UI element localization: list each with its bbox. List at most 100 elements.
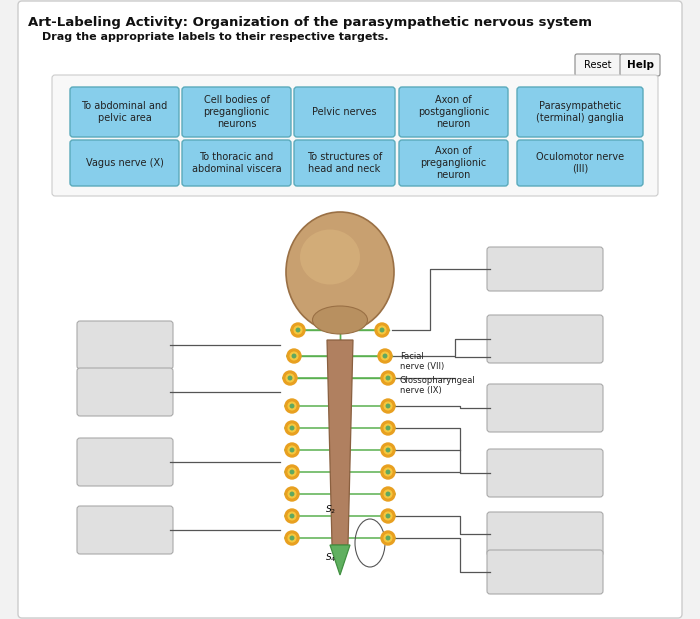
Circle shape	[384, 374, 392, 382]
Circle shape	[386, 492, 390, 496]
Circle shape	[386, 470, 390, 474]
FancyBboxPatch shape	[77, 506, 173, 554]
Ellipse shape	[300, 230, 360, 285]
Text: Pelvic nerves: Pelvic nerves	[312, 107, 377, 117]
Text: Oculomotor nerve
(III): Oculomotor nerve (III)	[536, 152, 624, 174]
Text: $S_2$: $S_2$	[325, 504, 336, 516]
Circle shape	[288, 446, 296, 454]
FancyBboxPatch shape	[58, 195, 646, 605]
FancyBboxPatch shape	[70, 140, 179, 186]
Circle shape	[386, 536, 390, 540]
Text: Axon of
preganglionic
neuron: Axon of preganglionic neuron	[421, 147, 486, 180]
FancyBboxPatch shape	[77, 321, 173, 369]
Circle shape	[381, 443, 395, 457]
Circle shape	[386, 426, 390, 430]
FancyBboxPatch shape	[517, 140, 643, 186]
FancyBboxPatch shape	[70, 87, 179, 137]
Circle shape	[381, 421, 395, 435]
Circle shape	[375, 323, 389, 337]
Circle shape	[381, 465, 395, 479]
Circle shape	[288, 376, 292, 379]
Text: To thoracic and
abdominal viscera: To thoracic and abdominal viscera	[192, 152, 281, 174]
FancyBboxPatch shape	[399, 87, 508, 137]
Circle shape	[384, 490, 392, 498]
Text: Art-Labeling Activity: Organization of the parasympathetic nervous system: Art-Labeling Activity: Organization of t…	[28, 16, 592, 29]
Circle shape	[381, 371, 395, 385]
Text: Vagus nerve (X): Vagus nerve (X)	[85, 158, 163, 168]
Text: Facial
nerve (VII): Facial nerve (VII)	[400, 352, 444, 371]
FancyBboxPatch shape	[487, 247, 603, 291]
Circle shape	[283, 371, 297, 385]
Text: Cell bodies of
preganglionic
neurons: Cell bodies of preganglionic neurons	[204, 95, 270, 129]
Circle shape	[288, 402, 296, 410]
Circle shape	[285, 509, 299, 523]
Circle shape	[290, 448, 294, 452]
Text: Drag the appropriate labels to their respective targets.: Drag the appropriate labels to their res…	[42, 32, 389, 42]
Circle shape	[285, 443, 299, 457]
Ellipse shape	[312, 306, 368, 334]
Text: Axon of
postganglionic
neuron: Axon of postganglionic neuron	[418, 95, 489, 129]
Circle shape	[380, 328, 384, 332]
Circle shape	[287, 349, 301, 363]
Circle shape	[288, 468, 296, 476]
FancyBboxPatch shape	[399, 140, 508, 186]
Circle shape	[296, 328, 300, 332]
Circle shape	[384, 424, 392, 432]
Circle shape	[384, 354, 386, 358]
Circle shape	[384, 402, 392, 410]
Circle shape	[381, 487, 395, 501]
Circle shape	[386, 448, 390, 452]
Text: To abdominal and
pelvic area: To abdominal and pelvic area	[81, 101, 167, 123]
Text: $S_4$: $S_4$	[325, 552, 337, 565]
Circle shape	[384, 468, 392, 476]
Text: Reset: Reset	[584, 60, 612, 70]
Circle shape	[291, 323, 305, 337]
Text: Parasympathetic
(terminal) ganglia: Parasympathetic (terminal) ganglia	[536, 101, 624, 123]
Circle shape	[293, 354, 295, 358]
FancyBboxPatch shape	[575, 54, 621, 76]
Circle shape	[290, 352, 298, 360]
Circle shape	[288, 534, 296, 542]
Circle shape	[288, 512, 296, 520]
Circle shape	[290, 514, 294, 517]
FancyBboxPatch shape	[487, 449, 603, 497]
Circle shape	[384, 446, 392, 454]
Circle shape	[288, 490, 296, 498]
Ellipse shape	[286, 212, 394, 332]
FancyBboxPatch shape	[487, 512, 603, 556]
Circle shape	[386, 376, 390, 379]
FancyBboxPatch shape	[487, 315, 603, 363]
Circle shape	[378, 326, 386, 334]
Circle shape	[384, 512, 392, 520]
FancyBboxPatch shape	[487, 384, 603, 432]
Circle shape	[290, 404, 294, 408]
Circle shape	[381, 352, 389, 360]
FancyBboxPatch shape	[487, 550, 603, 594]
Circle shape	[386, 404, 390, 408]
FancyBboxPatch shape	[620, 54, 660, 76]
Circle shape	[378, 349, 392, 363]
Circle shape	[285, 487, 299, 501]
Polygon shape	[327, 340, 353, 545]
FancyBboxPatch shape	[77, 368, 173, 416]
Circle shape	[294, 326, 302, 334]
Circle shape	[286, 374, 294, 382]
FancyBboxPatch shape	[294, 87, 395, 137]
Circle shape	[285, 465, 299, 479]
Circle shape	[288, 424, 296, 432]
Circle shape	[285, 399, 299, 413]
Circle shape	[384, 534, 392, 542]
Circle shape	[386, 514, 390, 517]
FancyBboxPatch shape	[77, 438, 173, 486]
Circle shape	[290, 536, 294, 540]
Circle shape	[381, 509, 395, 523]
Circle shape	[290, 470, 294, 474]
Text: Glossopharyngeal
nerve (IX): Glossopharyngeal nerve (IX)	[400, 376, 476, 396]
Text: Help: Help	[626, 60, 654, 70]
Text: To structures of
head and neck: To structures of head and neck	[307, 152, 382, 174]
FancyBboxPatch shape	[182, 140, 291, 186]
FancyBboxPatch shape	[517, 87, 643, 137]
Circle shape	[285, 531, 299, 545]
Circle shape	[290, 492, 294, 496]
Circle shape	[285, 421, 299, 435]
